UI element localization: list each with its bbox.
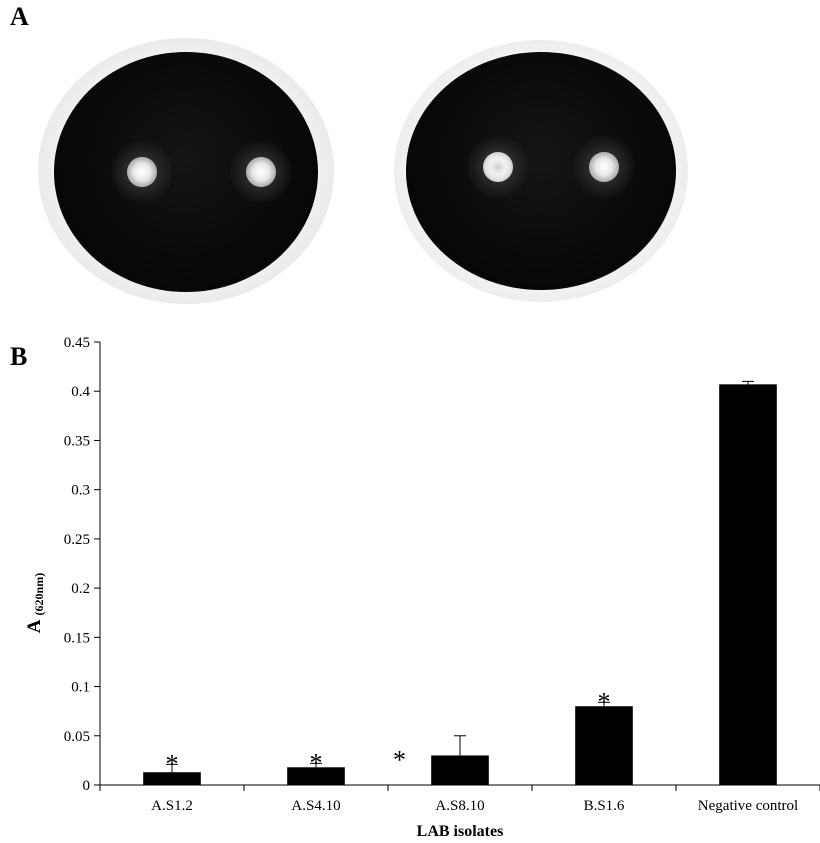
bar bbox=[287, 767, 345, 785]
bar bbox=[719, 384, 777, 785]
y-axis: 0 0.05 0.1 0.15 0.2 0.25 0.3 0.35 0.4 0.45 bbox=[64, 335, 101, 794]
y-axis-label-main: A bbox=[24, 619, 45, 633]
x-axis: A.S1.2 A.S4.10 A.S8.10 B.S1.6 Negative contr… bbox=[99, 784, 820, 814]
y-tick-label: 0.45 bbox=[64, 335, 90, 351]
bar bbox=[575, 706, 633, 785]
y-tick-label: 0 bbox=[83, 778, 91, 794]
petri-dish-left bbox=[38, 38, 334, 304]
y-axis-label-sub: (620nm) bbox=[32, 573, 46, 616]
x-tick-label: A.S1.2 bbox=[151, 798, 193, 814]
y-tick-label: 0.05 bbox=[64, 729, 90, 745]
y-axis-label: A (620nm) bbox=[24, 573, 46, 633]
panel-b-label: B bbox=[10, 342, 28, 371]
y-tick-label: 0.2 bbox=[71, 581, 90, 597]
x-tick-label: B.S1.6 bbox=[584, 798, 625, 814]
bar bbox=[143, 772, 201, 785]
x-tick-label: Negative control bbox=[698, 798, 798, 814]
panel-a-label: A bbox=[10, 2, 29, 31]
x-tick-label: A.S8.10 bbox=[435, 798, 484, 814]
y-tick-label: 0.35 bbox=[64, 433, 90, 449]
significance-marker: * bbox=[393, 745, 406, 774]
y-tick-label: 0.1 bbox=[71, 680, 90, 696]
significance-marker: * bbox=[310, 748, 323, 777]
significance-marker: * bbox=[598, 687, 611, 716]
agar-plate-left bbox=[54, 52, 318, 292]
y-tick-label: 0.4 bbox=[71, 384, 90, 400]
bar bbox=[431, 755, 489, 785]
significance-marker: * bbox=[166, 749, 179, 778]
bars: * * * * bbox=[143, 380, 777, 785]
bar-chart: 0 0.05 0.1 0.15 0.2 0.25 0.3 0.35 0.4 0.45 A.S1.2… bbox=[24, 335, 820, 840]
y-tick-label: 0.3 bbox=[71, 483, 90, 499]
y-tick-label: 0.15 bbox=[64, 630, 90, 646]
petri-dish-right bbox=[394, 40, 688, 302]
agar-plate-right bbox=[406, 52, 676, 290]
y-tick-label: 0.25 bbox=[64, 532, 90, 548]
x-tick-label: A.S4.10 bbox=[291, 798, 340, 814]
x-axis-label: LAB isolates bbox=[417, 823, 504, 840]
